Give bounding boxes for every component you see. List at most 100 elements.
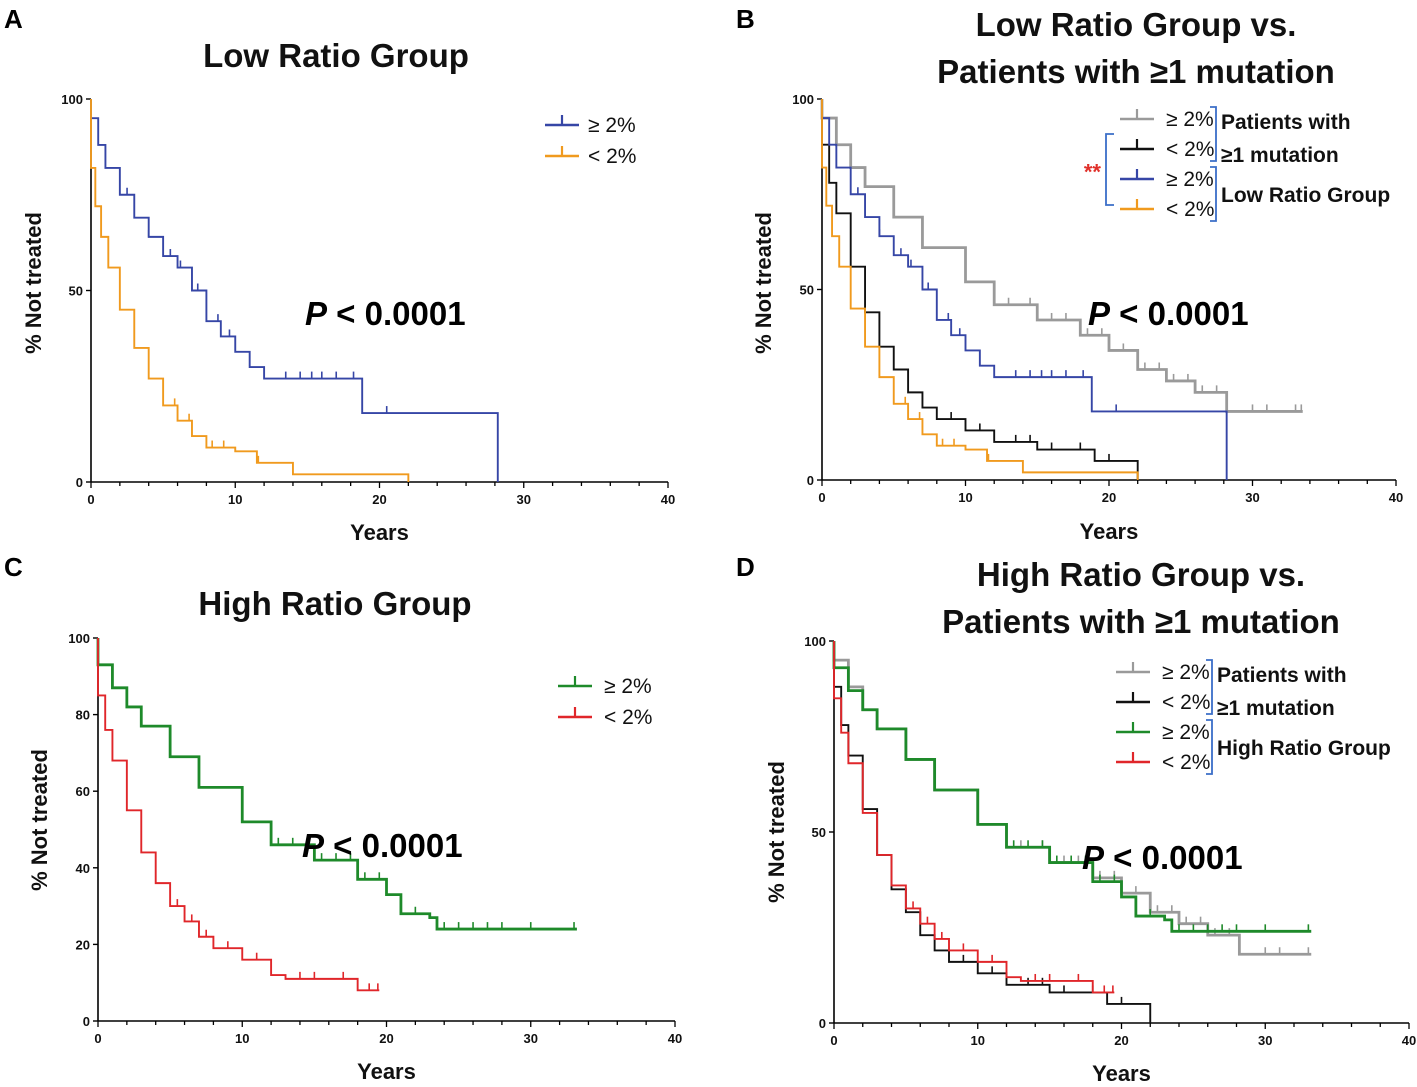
- y-tick-label: 100: [792, 92, 814, 107]
- legend-label: ≥ 2%: [1166, 168, 1214, 191]
- chart-title: High Ratio Group vs.: [977, 556, 1305, 593]
- x-axis-label: Years: [1080, 519, 1139, 544]
- series-black: [833, 641, 1152, 1023]
- y-tick-label: 0: [819, 1016, 826, 1031]
- x-tick-label: 10: [958, 490, 972, 505]
- y-tick-label: 40: [76, 861, 90, 876]
- x-axis-label: Years: [357, 1059, 416, 1084]
- series-green: [832, 641, 1312, 933]
- bracket-label: Patients with: [1217, 664, 1347, 687]
- y-tick-label: 80: [76, 708, 90, 723]
- legend-item: ≥ 2%: [1116, 721, 1210, 744]
- p-value-letter: P: [1088, 295, 1111, 332]
- panel-letter: B: [736, 4, 755, 34]
- chart-title-line2: Patients with ≥1 mutation: [937, 53, 1335, 90]
- legend-label: < 2%: [1162, 691, 1210, 714]
- legend-item: ≥ 2%: [558, 675, 652, 698]
- legend-label: ≥ 2%: [604, 675, 652, 698]
- series-orange: [90, 99, 410, 482]
- significance-bracket: [1105, 133, 1114, 206]
- km-curve-green: [96, 638, 577, 931]
- x-tick-label: 30: [517, 492, 531, 507]
- y-tick-label: 50: [812, 825, 826, 840]
- series-blue: [90, 99, 499, 482]
- series-black: [821, 99, 1139, 480]
- legend-item: < 2%: [1116, 691, 1210, 714]
- x-tick-label: 40: [1389, 490, 1403, 505]
- series-blue: [821, 99, 1228, 480]
- p-value-number: < 0.0001: [324, 827, 463, 864]
- bracket-label-line2: ≥1 mutation: [1217, 697, 1335, 720]
- legend-item: < 2%: [1120, 138, 1214, 161]
- legend-label: ≥ 2%: [1166, 108, 1214, 131]
- series-red: [833, 641, 1115, 994]
- bracket-group: High Ratio Group: [1206, 719, 1391, 775]
- legend-label: ≥ 2%: [588, 114, 636, 137]
- x-tick-label: 40: [661, 492, 675, 507]
- legend-item: < 2%: [545, 145, 636, 168]
- legend-item: ≥ 2%: [1120, 168, 1214, 191]
- bracket-label-line2: ≥1 mutation: [1221, 144, 1339, 167]
- panel-b: B Low Ratio Group vs. Patients with ≥1 mut…: [736, 4, 1403, 544]
- series-green: [96, 638, 577, 931]
- y-tick-label: 0: [807, 473, 814, 488]
- km-curve-orange: [90, 99, 410, 482]
- legend-label: < 2%: [1162, 751, 1210, 774]
- km-curve-blue: [90, 99, 499, 482]
- y-tick-label: 20: [76, 937, 90, 952]
- series-gray: [820, 99, 1303, 413]
- bracket-group: Patients with ≥1 mutation: [1210, 106, 1351, 167]
- series-orange: [821, 99, 1139, 480]
- chart-title-line2: Patients with ≥1 mutation: [942, 603, 1340, 640]
- significance-group: **: [1084, 133, 1114, 206]
- legend-item: ≥ 2%: [1116, 661, 1210, 684]
- p-value-letter: P: [302, 827, 325, 864]
- significance-stars: **: [1084, 160, 1102, 185]
- legend-item: ≥ 2%: [545, 114, 636, 137]
- legend-label: ≥ 2%: [1162, 661, 1210, 684]
- x-axis-label: Years: [350, 520, 409, 545]
- bracket: [1210, 166, 1217, 222]
- x-tick-label: 0: [830, 1033, 837, 1048]
- x-tick-label: 20: [379, 1031, 393, 1046]
- bracket-label: High Ratio Group: [1217, 737, 1391, 760]
- bracket-label: Patients with: [1221, 111, 1351, 134]
- legend-label: < 2%: [604, 706, 652, 729]
- km-curve-red: [833, 641, 1115, 994]
- p-value: P < 0.0001: [302, 827, 463, 864]
- bracket: [1206, 659, 1213, 715]
- km-curve-black: [833, 641, 1152, 1023]
- legend-label: < 2%: [588, 145, 636, 168]
- x-tick-label: 20: [1114, 1033, 1128, 1048]
- y-axis-label: % Not treated: [751, 212, 776, 354]
- x-tick-label: 10: [228, 492, 242, 507]
- bracket-group: Patients with ≥1 mutation: [1206, 659, 1347, 720]
- legend-label: < 2%: [1166, 198, 1214, 221]
- bracket-group: Low Ratio Group: [1210, 166, 1390, 222]
- panel-d: D High Ratio Group vs. Patients with ≥1 mu…: [736, 552, 1416, 1086]
- legend-item: < 2%: [1120, 198, 1214, 221]
- bracket: [1206, 719, 1213, 775]
- legend-item: < 2%: [1116, 751, 1210, 774]
- p-value-number: < 0.0001: [327, 295, 466, 332]
- legend-label: ≥ 2%: [1162, 721, 1210, 744]
- series-red: [97, 638, 380, 992]
- x-tick-label: 10: [971, 1033, 985, 1048]
- x-tick-label: 0: [818, 490, 825, 505]
- y-tick-label: 100: [68, 631, 90, 646]
- x-axis-label: Years: [1092, 1061, 1151, 1086]
- y-tick-label: 50: [69, 284, 83, 299]
- y-axis-label: % Not treated: [27, 749, 52, 891]
- p-value-letter: P: [305, 295, 328, 332]
- panel-letter: A: [4, 4, 23, 34]
- km-curve-green: [832, 641, 1312, 933]
- x-tick-label: 30: [1258, 1033, 1272, 1048]
- x-tick-label: 0: [87, 492, 94, 507]
- y-tick-label: 50: [800, 283, 814, 298]
- bracket-label: Low Ratio Group: [1221, 184, 1390, 207]
- x-tick-label: 20: [372, 492, 386, 507]
- x-tick-label: 30: [524, 1031, 538, 1046]
- p-value: P < 0.0001: [1088, 295, 1249, 332]
- km-curve-orange: [821, 99, 1139, 480]
